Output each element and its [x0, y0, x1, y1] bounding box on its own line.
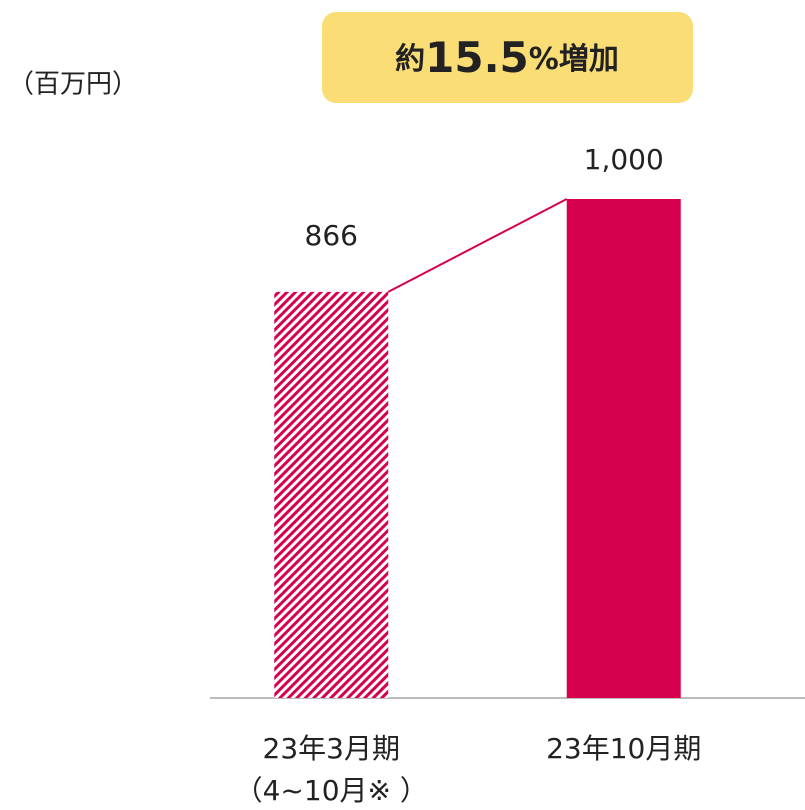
- x-tick-label: 23年10月期: [546, 732, 701, 765]
- bar: [274, 291, 389, 698]
- annotation: 約15.5%増加: [395, 33, 619, 82]
- unit-label: （百万円）: [8, 70, 138, 100]
- annotation-prefix: 約: [395, 42, 425, 77]
- connector: [387, 198, 568, 293]
- annotation-suffix: %増加: [529, 42, 619, 77]
- annotation-number: 15.5: [425, 33, 529, 82]
- bar: [566, 199, 681, 698]
- value-label: 866: [305, 219, 358, 252]
- value-label: 1,000: [584, 143, 664, 176]
- x-tick-label: 23年3月期: [263, 732, 400, 765]
- annotation-box: [322, 12, 693, 103]
- x-tick-label: （4~10月※ ）: [235, 774, 428, 807]
